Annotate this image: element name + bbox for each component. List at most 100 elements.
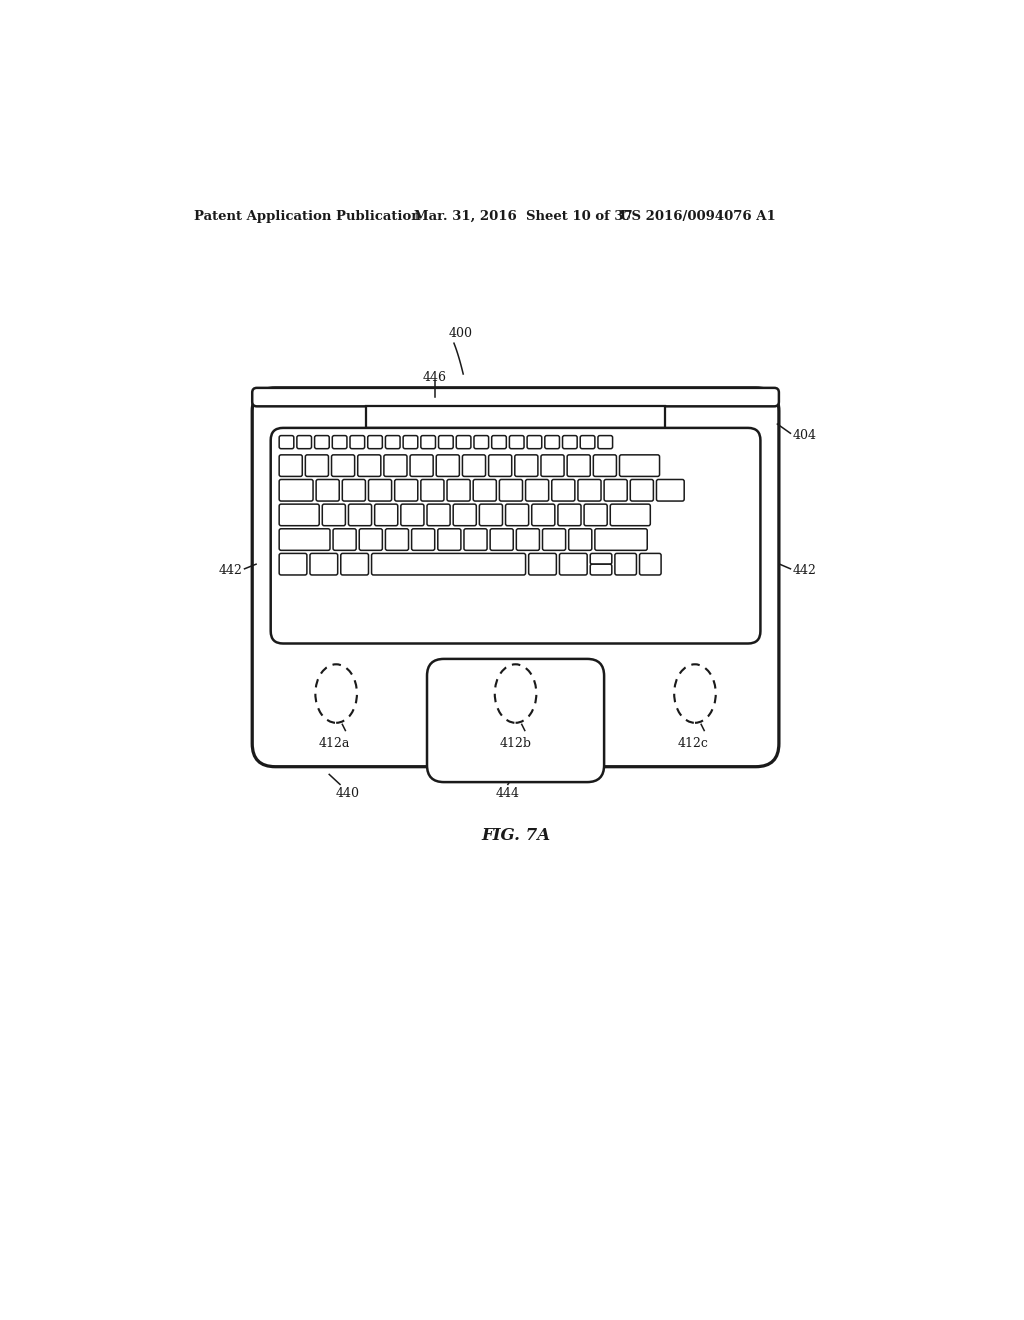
FancyBboxPatch shape	[421, 436, 435, 449]
FancyBboxPatch shape	[350, 436, 365, 449]
FancyBboxPatch shape	[427, 659, 604, 781]
FancyBboxPatch shape	[567, 455, 590, 477]
Text: 440: 440	[336, 787, 359, 800]
FancyBboxPatch shape	[568, 529, 592, 550]
Text: 412c: 412c	[678, 738, 709, 751]
FancyBboxPatch shape	[500, 479, 522, 502]
FancyBboxPatch shape	[280, 436, 294, 449]
FancyBboxPatch shape	[541, 455, 564, 477]
FancyBboxPatch shape	[640, 553, 662, 576]
FancyBboxPatch shape	[558, 504, 581, 525]
FancyBboxPatch shape	[598, 436, 612, 449]
Text: Patent Application Publication: Patent Application Publication	[195, 210, 421, 223]
FancyBboxPatch shape	[357, 455, 381, 477]
FancyBboxPatch shape	[581, 436, 595, 449]
FancyBboxPatch shape	[552, 479, 574, 502]
FancyBboxPatch shape	[614, 553, 637, 576]
Text: 442: 442	[793, 564, 816, 577]
FancyBboxPatch shape	[297, 436, 311, 449]
FancyBboxPatch shape	[436, 455, 460, 477]
Text: FIG. 7A: FIG. 7A	[481, 828, 550, 845]
FancyBboxPatch shape	[369, 479, 391, 502]
FancyBboxPatch shape	[590, 553, 611, 564]
FancyBboxPatch shape	[280, 479, 313, 502]
FancyBboxPatch shape	[578, 479, 601, 502]
FancyBboxPatch shape	[610, 504, 650, 525]
FancyBboxPatch shape	[584, 504, 607, 525]
FancyBboxPatch shape	[400, 504, 424, 525]
FancyBboxPatch shape	[447, 479, 470, 502]
FancyBboxPatch shape	[372, 553, 525, 576]
FancyBboxPatch shape	[590, 564, 611, 576]
Text: 412a: 412a	[318, 738, 350, 751]
Text: US 2016/0094076 A1: US 2016/0094076 A1	[620, 210, 775, 223]
FancyBboxPatch shape	[323, 504, 345, 525]
FancyBboxPatch shape	[490, 529, 513, 550]
FancyBboxPatch shape	[280, 455, 302, 477]
FancyBboxPatch shape	[438, 529, 461, 550]
FancyBboxPatch shape	[316, 479, 339, 502]
FancyBboxPatch shape	[527, 436, 542, 449]
FancyBboxPatch shape	[333, 529, 356, 550]
Text: 446: 446	[423, 371, 446, 384]
FancyBboxPatch shape	[412, 529, 435, 550]
FancyBboxPatch shape	[252, 388, 779, 767]
FancyBboxPatch shape	[342, 479, 366, 502]
FancyBboxPatch shape	[314, 436, 330, 449]
FancyBboxPatch shape	[545, 436, 559, 449]
FancyBboxPatch shape	[562, 436, 578, 449]
FancyBboxPatch shape	[559, 553, 587, 576]
Text: 412b: 412b	[500, 738, 531, 751]
FancyBboxPatch shape	[384, 455, 407, 477]
Text: 444: 444	[496, 787, 520, 800]
Text: 400: 400	[449, 327, 472, 341]
FancyBboxPatch shape	[531, 504, 555, 525]
FancyBboxPatch shape	[492, 436, 506, 449]
FancyBboxPatch shape	[515, 455, 538, 477]
FancyBboxPatch shape	[604, 479, 628, 502]
FancyBboxPatch shape	[385, 436, 400, 449]
FancyBboxPatch shape	[509, 436, 524, 449]
FancyBboxPatch shape	[333, 436, 347, 449]
FancyBboxPatch shape	[525, 479, 549, 502]
Bar	[367, 407, 665, 428]
FancyBboxPatch shape	[463, 455, 485, 477]
FancyBboxPatch shape	[403, 436, 418, 449]
FancyBboxPatch shape	[473, 479, 497, 502]
FancyBboxPatch shape	[474, 436, 488, 449]
FancyBboxPatch shape	[464, 529, 487, 550]
FancyBboxPatch shape	[348, 504, 372, 525]
FancyBboxPatch shape	[593, 455, 616, 477]
Text: 442: 442	[218, 564, 243, 577]
FancyBboxPatch shape	[454, 504, 476, 525]
FancyBboxPatch shape	[280, 553, 307, 576]
FancyBboxPatch shape	[305, 455, 329, 477]
FancyBboxPatch shape	[332, 455, 354, 477]
FancyBboxPatch shape	[543, 529, 565, 550]
FancyBboxPatch shape	[280, 529, 330, 550]
FancyBboxPatch shape	[631, 479, 653, 502]
FancyBboxPatch shape	[528, 553, 556, 576]
FancyBboxPatch shape	[488, 455, 512, 477]
FancyBboxPatch shape	[375, 504, 397, 525]
FancyBboxPatch shape	[270, 428, 761, 644]
FancyBboxPatch shape	[394, 479, 418, 502]
FancyBboxPatch shape	[620, 455, 659, 477]
FancyBboxPatch shape	[385, 529, 409, 550]
FancyBboxPatch shape	[595, 529, 647, 550]
FancyBboxPatch shape	[516, 529, 540, 550]
FancyBboxPatch shape	[438, 436, 454, 449]
FancyBboxPatch shape	[410, 455, 433, 477]
FancyBboxPatch shape	[656, 479, 684, 502]
FancyBboxPatch shape	[457, 436, 471, 449]
Text: 404: 404	[793, 429, 817, 442]
FancyBboxPatch shape	[310, 553, 338, 576]
FancyBboxPatch shape	[280, 504, 319, 525]
FancyBboxPatch shape	[506, 504, 528, 525]
FancyBboxPatch shape	[421, 479, 444, 502]
FancyBboxPatch shape	[252, 388, 779, 407]
FancyBboxPatch shape	[427, 504, 451, 525]
FancyBboxPatch shape	[479, 504, 503, 525]
FancyBboxPatch shape	[341, 553, 369, 576]
FancyBboxPatch shape	[368, 436, 382, 449]
